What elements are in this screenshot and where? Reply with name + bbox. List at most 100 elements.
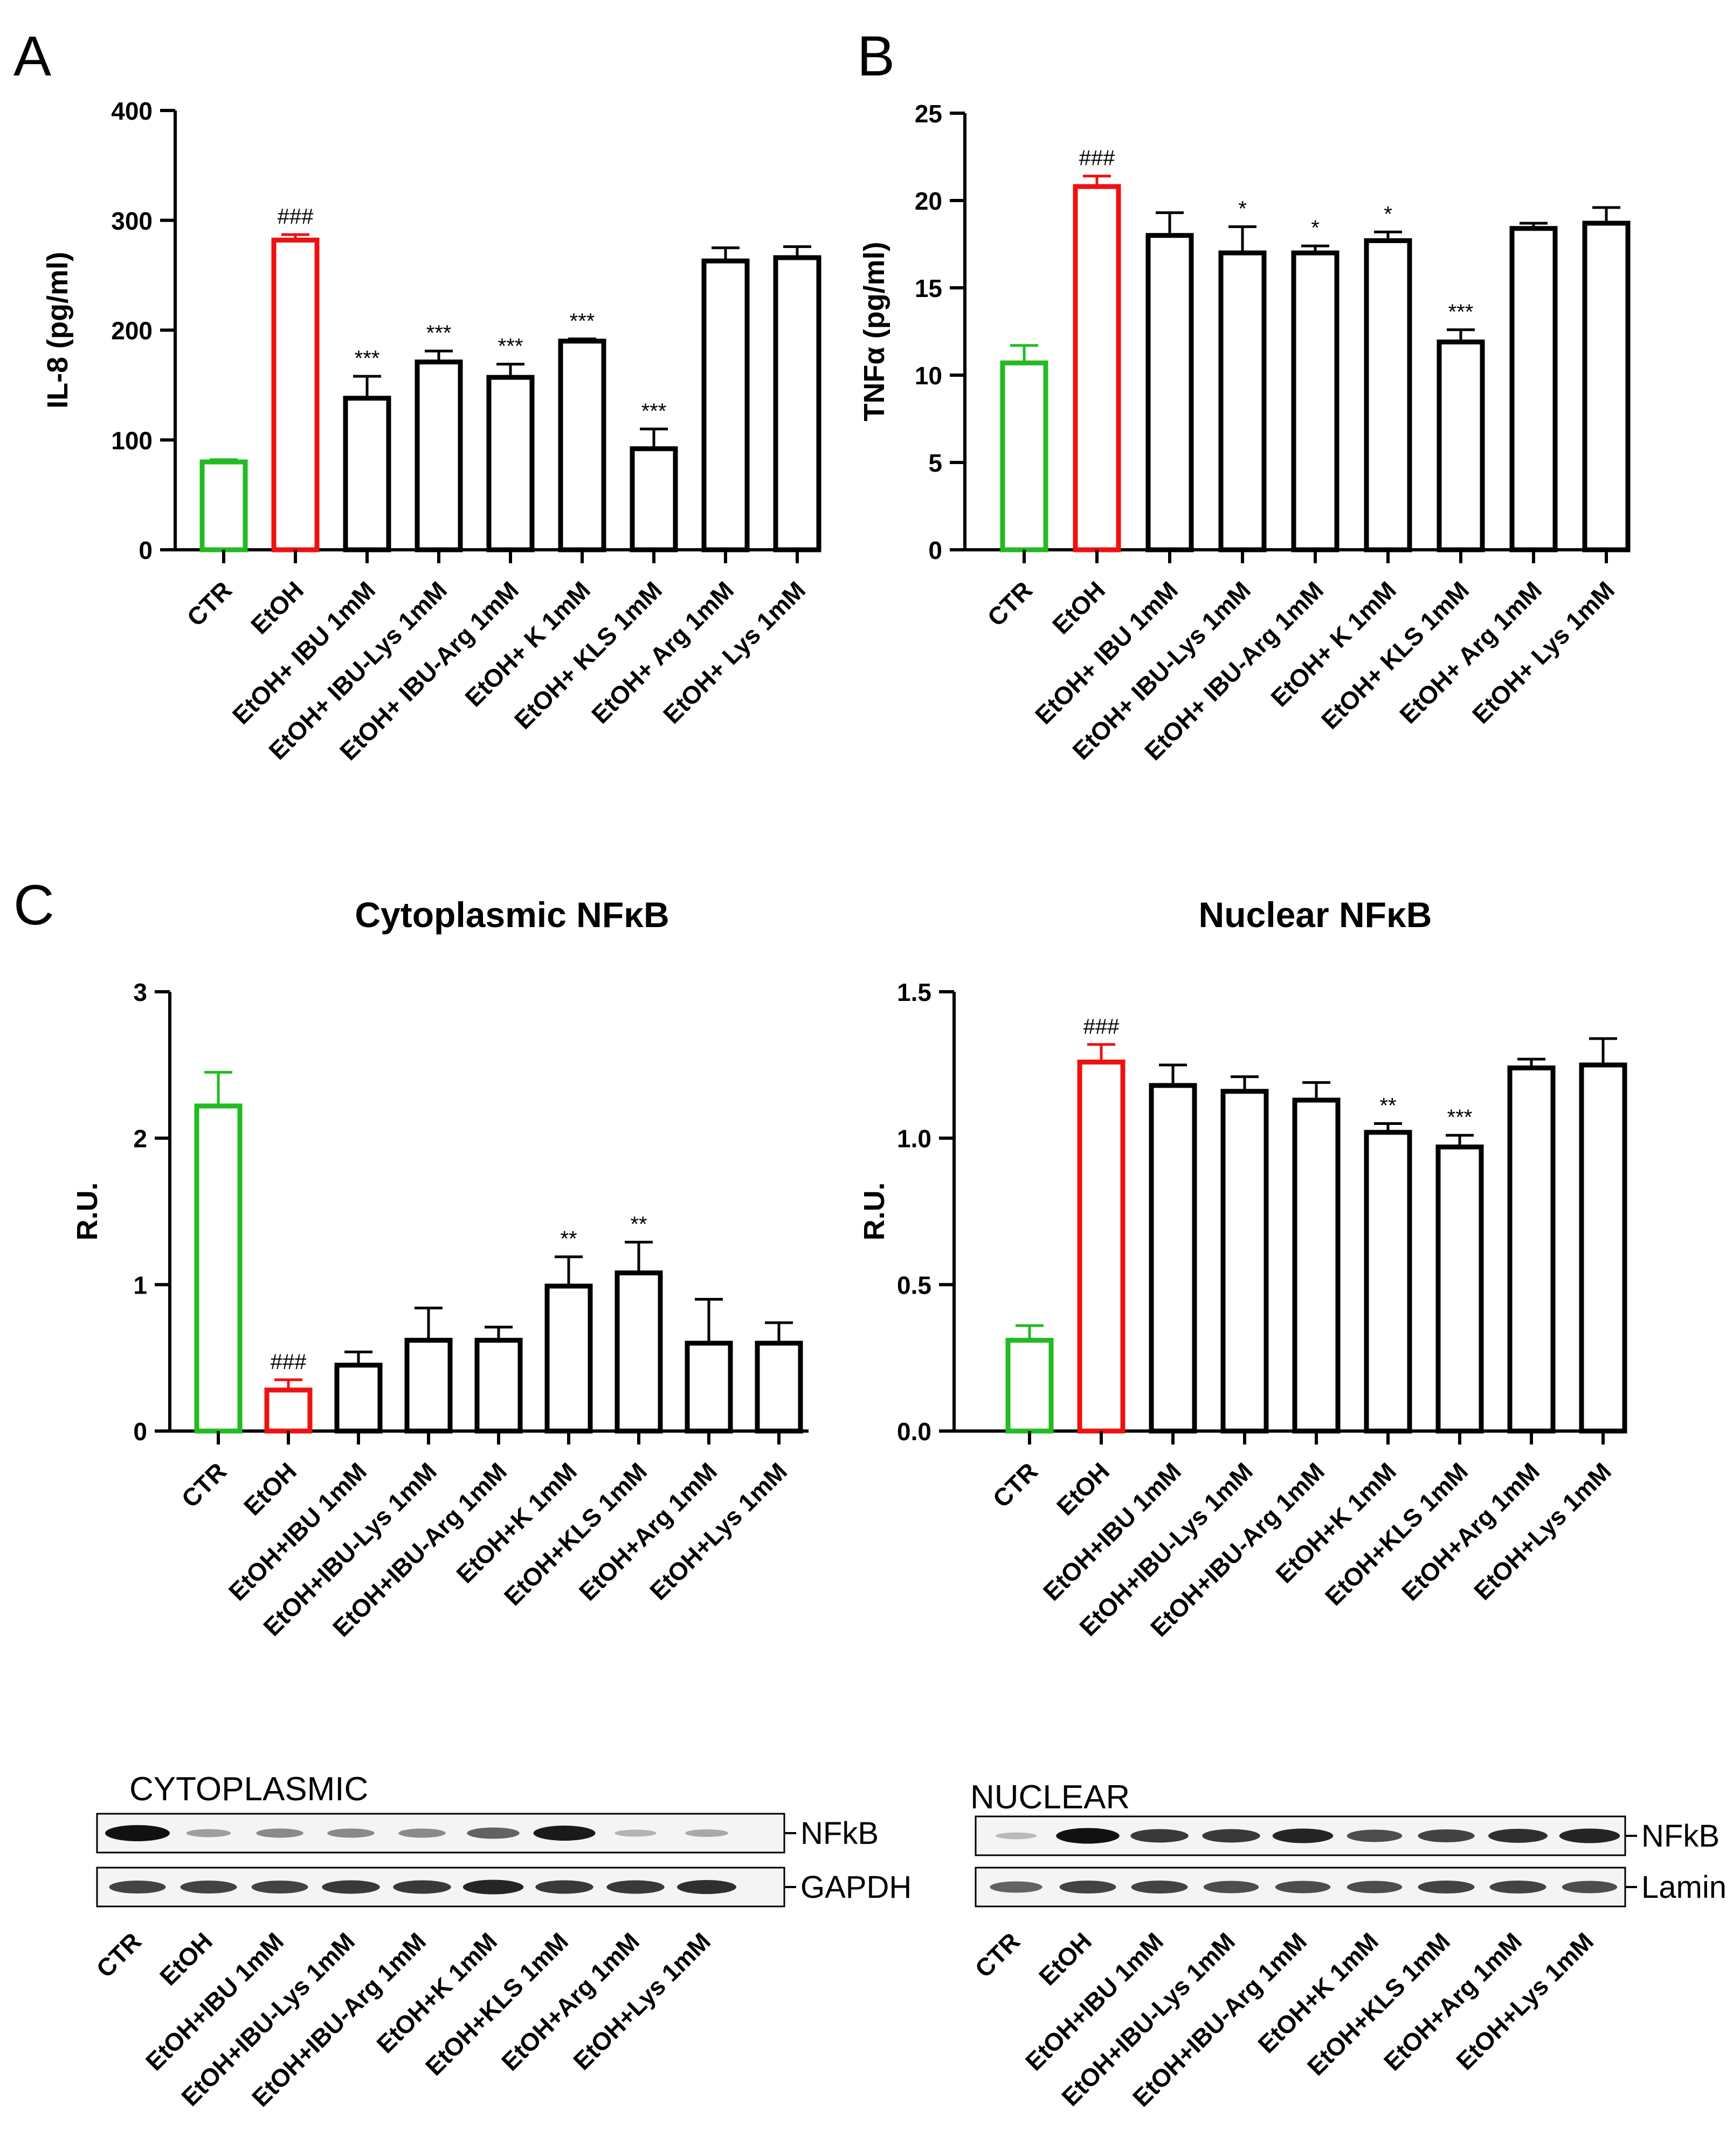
bar xyxy=(1000,360,1048,552)
blot-band xyxy=(322,1880,380,1894)
bar xyxy=(1220,1089,1269,1434)
blot-band xyxy=(105,1825,170,1841)
blot-band xyxy=(685,1829,728,1837)
significance-label: * xyxy=(1384,202,1392,226)
blot-band xyxy=(186,1829,231,1837)
y-tick-label: 200 xyxy=(111,317,153,345)
blot-band xyxy=(1275,1881,1331,1894)
bar xyxy=(1507,1065,1556,1434)
blot-band xyxy=(256,1828,303,1838)
x-category-label: EtOH xyxy=(1047,576,1110,639)
blot-band xyxy=(1056,1828,1120,1844)
x-category-label: EtOH xyxy=(238,1457,302,1521)
y-tick-label: 15 xyxy=(915,274,942,302)
blot-band xyxy=(467,1827,520,1839)
panel-letter-b: B xyxy=(857,25,895,88)
bar xyxy=(1149,1083,1197,1434)
bar xyxy=(1364,1130,1412,1434)
bar xyxy=(685,1340,733,1434)
bar xyxy=(1077,1059,1126,1434)
x-category-label: CTR xyxy=(982,576,1038,632)
y-tick-label: 0.5 xyxy=(897,1271,931,1299)
bar xyxy=(1579,1062,1627,1434)
significance-label: ** xyxy=(560,1227,577,1251)
bar xyxy=(343,396,391,552)
y-axis-label: R.U. xyxy=(858,1183,890,1241)
bar xyxy=(1291,250,1340,552)
blot-band xyxy=(327,1828,375,1838)
bar xyxy=(194,1103,243,1434)
significance-label: *** xyxy=(1447,1105,1473,1129)
x-category-label: EtOH+ K 1mM xyxy=(1265,576,1401,712)
bar xyxy=(1437,339,1485,552)
y-tick-label: 0 xyxy=(139,536,153,564)
significance-label: *** xyxy=(355,347,380,370)
blot-band xyxy=(1203,1881,1259,1894)
significance-label: *** xyxy=(426,321,452,345)
blot-band xyxy=(180,1881,237,1894)
bar xyxy=(404,1338,453,1434)
significance-label: *** xyxy=(1448,300,1474,324)
panel-letter-a: A xyxy=(13,25,51,88)
chart-title-nuclear: Nuclear NFκB xyxy=(1199,895,1432,935)
blot-band xyxy=(1488,1829,1548,1843)
blot-band xyxy=(1418,1829,1475,1842)
y-tick-label: 2 xyxy=(133,1125,147,1153)
significance-label: ### xyxy=(1083,1015,1120,1039)
blot-band xyxy=(393,1880,451,1894)
y-tick-label: 3 xyxy=(133,978,147,1006)
blot-lane-label: CTR xyxy=(969,1927,1025,1983)
blot-band xyxy=(1562,1881,1618,1894)
x-category-label: EtOH xyxy=(1051,1457,1115,1521)
bar xyxy=(701,258,750,552)
y-tick-label: 25 xyxy=(915,100,942,128)
bar xyxy=(544,1283,593,1434)
chart-title-cytoplasmic: Cytoplasmic NFκB xyxy=(355,895,669,935)
bar xyxy=(630,446,678,552)
y-axis-label: IL-8 (pg/ml) xyxy=(42,252,74,409)
blot-band xyxy=(990,1881,1042,1893)
y-tick-label: 300 xyxy=(111,207,153,235)
bar xyxy=(1509,226,1558,552)
bar xyxy=(199,459,248,552)
significance-label: ### xyxy=(271,1350,307,1374)
blot-band xyxy=(1059,1881,1116,1894)
y-tick-label: 0 xyxy=(133,1418,147,1446)
x-category-label: EtOH xyxy=(245,576,309,639)
blot-band xyxy=(1131,1881,1188,1894)
bar xyxy=(486,375,535,552)
bar xyxy=(558,338,606,552)
blot-row-label: Lamin xyxy=(1641,1870,1727,1905)
blot-title: NUCLEAR xyxy=(970,1779,1130,1816)
blot-row-label: NFkB xyxy=(1641,1819,1720,1854)
y-tick-label: 400 xyxy=(111,97,153,125)
significance-label: ### xyxy=(278,205,314,229)
bar xyxy=(1364,238,1412,552)
significance-label: *** xyxy=(570,309,595,333)
y-tick-label: 0.0 xyxy=(897,1418,931,1446)
bar xyxy=(615,1270,663,1434)
x-category-label: EtOH+K 1mM xyxy=(451,1457,582,1588)
x-category-label: EtOH+ K 1mM xyxy=(459,576,596,712)
blot-band xyxy=(1418,1881,1475,1894)
bar xyxy=(1073,184,1121,552)
blot-row-label: NFkB xyxy=(800,1816,879,1851)
x-category-label: CTR xyxy=(181,576,237,632)
blot-title: CYTOPLASMIC xyxy=(129,1771,368,1808)
bar xyxy=(1582,220,1631,552)
blot-band xyxy=(1130,1829,1189,1843)
bar xyxy=(1218,250,1267,552)
y-tick-label: 1.5 xyxy=(897,978,931,1006)
significance-label: *** xyxy=(641,399,667,423)
bar xyxy=(755,1340,803,1434)
panel-letter-c: C xyxy=(13,874,54,937)
bar xyxy=(1292,1097,1341,1434)
bar-chart-a: 0 100 200 300 400 IL-8 (pg/ml) CTR ### EtOH *** Et… xyxy=(42,97,821,765)
x-category-label: CTR xyxy=(987,1457,1043,1513)
significance-label: * xyxy=(1238,197,1247,221)
bar xyxy=(334,1363,383,1434)
